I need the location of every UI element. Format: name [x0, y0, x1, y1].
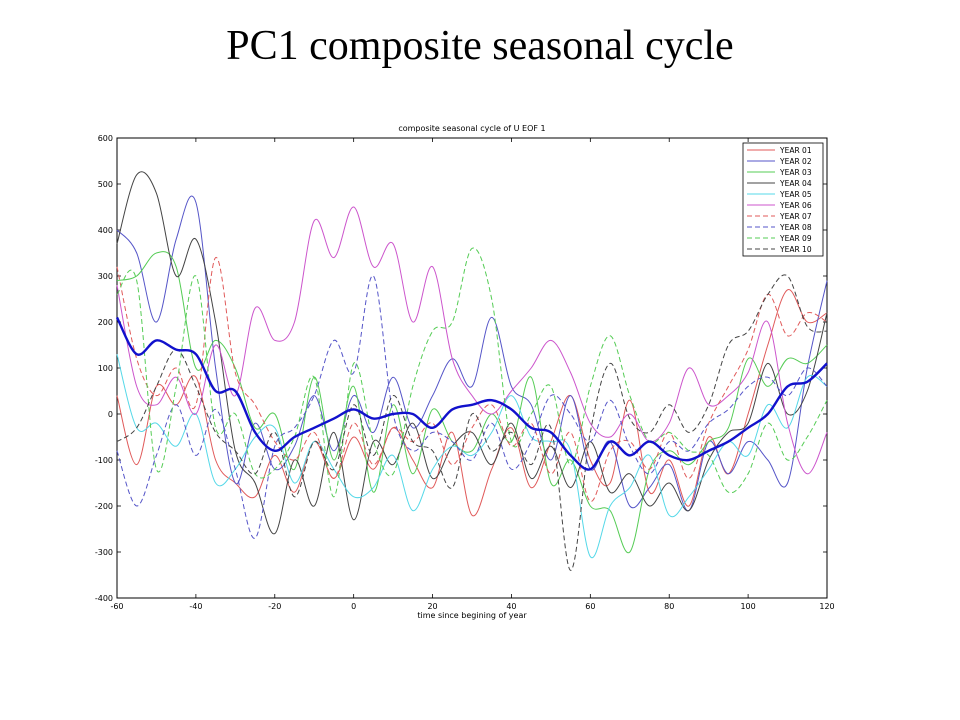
x-axis-label: time since begining of year [417, 611, 527, 620]
legend-label: YEAR 01 [779, 146, 812, 155]
y-tick-label: 500 [98, 180, 113, 189]
legend-items: YEAR 01 YEAR 02 YEAR 03 YEAR 04 YEAR 05 YEAR … [747, 146, 812, 254]
x-tick-label: 0 [351, 602, 356, 611]
x-tick-label: 60 [585, 602, 595, 611]
x-tick-label: 80 [664, 602, 674, 611]
x-tick-label: -40 [189, 602, 202, 611]
x-tick-label: 20 [427, 602, 437, 611]
legend-label: YEAR 07 [779, 212, 812, 221]
legend-label: YEAR 06 [779, 201, 812, 210]
x-tick-label: 40 [506, 602, 516, 611]
legend-label: YEAR 10 [779, 245, 812, 254]
x-tick-label: 120 [819, 602, 834, 611]
chart-title: composite seasonal cycle of U EOF 1 [398, 124, 545, 133]
y-tick-label: 0 [108, 410, 113, 419]
y-tick-label: 600 [98, 134, 113, 143]
y-tick-label: -100 [95, 456, 113, 465]
series-line-composite-mean [115, 316, 828, 471]
x-tick-label: -60 [110, 602, 123, 611]
y-tick-label: 100 [98, 364, 113, 373]
legend-label: YEAR 03 [779, 168, 812, 177]
series-line-year-07 [116, 257, 828, 502]
y-tick-label: 200 [98, 318, 113, 327]
series-layer [115, 171, 828, 571]
legend: YEAR 01 YEAR 02 YEAR 03 YEAR 04 YEAR 05 YEAR … [742, 142, 824, 257]
legend-label: YEAR 02 [779, 157, 812, 166]
series-line-year-02 [116, 195, 828, 512]
legend-label: YEAR 04 [779, 179, 812, 188]
legend-label: YEAR 08 [779, 223, 812, 232]
y-tick-label: 300 [98, 272, 113, 281]
slide-title: PC1 composite seasonal cycle [226, 23, 734, 69]
legend-box [742, 142, 824, 257]
series-line-year-01 [116, 289, 828, 517]
legend-label: YEAR 05 [779, 190, 812, 199]
y-tick-label: -200 [95, 502, 113, 511]
y-tick-label: 400 [98, 226, 113, 235]
series-line-year-08 [116, 275, 828, 539]
y-tick-label: -400 [95, 594, 113, 603]
series-line-year-05 [116, 354, 828, 559]
x-tick-label: -20 [268, 602, 281, 611]
series-line-year-06 [116, 206, 828, 475]
x-tick-label: 100 [740, 602, 755, 611]
series-line-year-09 [116, 247, 828, 498]
series-line-year-10 [116, 274, 828, 571]
x-axis-ticks: -60 -40 -20 0 20 40 60 80 100 120 [110, 138, 835, 611]
y-tick-label: -300 [95, 548, 113, 557]
legend-label: YEAR 09 [779, 234, 812, 243]
